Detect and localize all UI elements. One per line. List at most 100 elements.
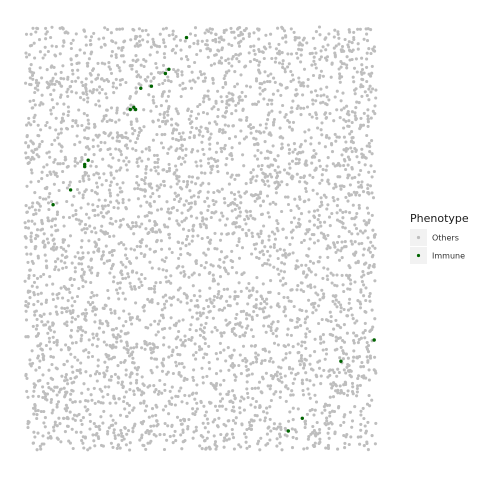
others-point <box>123 39 127 43</box>
others-point <box>227 390 231 394</box>
others-point <box>156 392 160 396</box>
others-point <box>59 259 63 263</box>
others-point <box>299 354 304 358</box>
others-point <box>130 63 134 68</box>
others-point <box>217 289 221 294</box>
others-point <box>328 368 332 372</box>
others-point <box>354 148 358 152</box>
others-point <box>131 408 135 412</box>
others-point <box>334 298 338 302</box>
others-point <box>309 142 313 146</box>
others-point <box>298 180 302 184</box>
others-point <box>358 27 362 31</box>
others-point <box>172 67 176 72</box>
others-point <box>258 250 262 254</box>
others-point <box>220 48 224 52</box>
others-point <box>164 275 168 279</box>
others-point <box>372 235 377 239</box>
others-point <box>303 340 307 344</box>
others-point <box>196 76 200 80</box>
others-point <box>331 162 335 166</box>
others-point <box>136 58 140 62</box>
others-point <box>357 193 362 197</box>
others-point <box>74 32 78 36</box>
others-point <box>296 221 301 225</box>
others-point <box>55 393 59 397</box>
others-point <box>317 141 321 145</box>
others-point <box>93 313 97 317</box>
others-point <box>86 408 90 412</box>
others-point <box>26 335 30 339</box>
immune-point <box>286 429 290 433</box>
others-point <box>305 105 310 109</box>
others-point <box>26 161 30 165</box>
others-point <box>48 155 52 159</box>
others-point <box>278 441 282 445</box>
others-point <box>90 291 94 295</box>
others-point <box>115 288 119 292</box>
others-point <box>131 356 135 360</box>
others-point <box>231 327 235 331</box>
others-point <box>190 315 194 319</box>
others-point <box>198 70 202 74</box>
others-point <box>144 59 148 63</box>
others-point <box>46 436 50 440</box>
others-point <box>135 224 139 228</box>
others-point <box>367 218 371 222</box>
others-point <box>283 115 287 119</box>
others-point <box>368 291 372 296</box>
others-point <box>349 146 353 150</box>
others-point <box>251 396 255 401</box>
others-point <box>299 53 303 57</box>
others-point <box>90 343 95 347</box>
others-point <box>56 257 60 261</box>
others-point <box>238 98 242 102</box>
others-point <box>253 154 257 158</box>
others-point <box>356 376 360 381</box>
others-point <box>72 277 76 282</box>
others-point <box>199 73 204 77</box>
others-point <box>202 326 207 330</box>
others-point <box>190 336 194 340</box>
others-point <box>153 160 157 164</box>
others-point <box>302 238 306 242</box>
others-point <box>340 256 344 260</box>
others-point <box>92 31 96 35</box>
others-point <box>263 419 267 423</box>
others-point <box>240 246 245 250</box>
others-point <box>32 291 36 295</box>
others-point <box>359 336 363 340</box>
others-point <box>293 38 297 42</box>
others-point <box>259 151 263 155</box>
others-point <box>324 116 328 120</box>
others-point <box>173 171 177 175</box>
others-point <box>107 134 111 138</box>
others-point <box>232 332 236 336</box>
others-point <box>128 388 132 392</box>
others-point <box>266 102 270 106</box>
others-point <box>197 133 201 137</box>
others-point <box>208 297 212 301</box>
others-point <box>191 412 195 416</box>
others-point <box>223 130 227 134</box>
others-point <box>276 229 280 233</box>
others-point <box>321 100 325 104</box>
immune-point <box>139 86 143 91</box>
others-point <box>325 247 329 251</box>
others-point <box>293 428 297 432</box>
others-point <box>338 208 342 212</box>
others-point <box>261 263 265 267</box>
others-point <box>189 201 194 205</box>
others-point <box>163 382 167 387</box>
others-point <box>44 37 48 41</box>
others-point <box>347 301 351 305</box>
others-point <box>353 114 357 118</box>
others-point <box>326 178 330 182</box>
others-point <box>276 221 280 226</box>
others-point <box>307 228 311 232</box>
others-point <box>252 49 256 53</box>
others-point <box>261 89 265 93</box>
others-point <box>187 242 191 246</box>
others-point <box>224 109 229 113</box>
others-point <box>364 222 368 226</box>
